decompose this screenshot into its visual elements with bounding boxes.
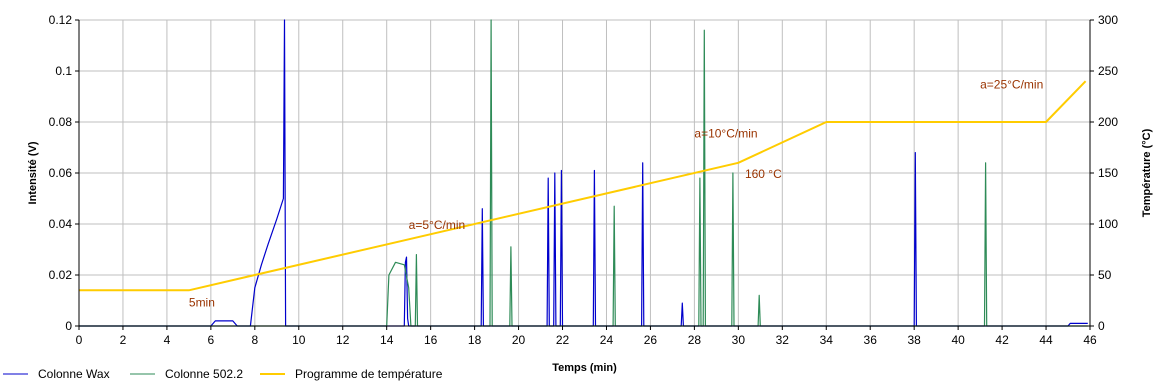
x-tick-label-19: 38: [907, 333, 921, 347]
x-tick-label-10: 20: [512, 333, 526, 347]
y-left-tick-label-5: 0.1: [55, 64, 72, 78]
legend-label-wax: Colonne Wax: [38, 367, 110, 381]
legend-label-temp: Programme de température: [295, 367, 443, 381]
y-left-tick-label-3: 0.06: [49, 166, 73, 180]
x-tick-label-15: 30: [732, 333, 746, 347]
x-tick-label-20: 40: [951, 333, 965, 347]
x-tick-label-5: 10: [292, 333, 306, 347]
series-programme-temperature: [79, 80, 1087, 292]
x-tick-label-13: 26: [644, 333, 658, 347]
y-left-axis-title: Intensité (V): [27, 141, 39, 204]
x-axis-title: Temps (min): [552, 362, 617, 374]
x-tick-label-2: 4: [164, 333, 171, 347]
annotation-3: a=10°C/min: [694, 126, 757, 140]
x-tick-label-8: 16: [424, 333, 438, 347]
x-tick-label-21: 42: [995, 333, 1009, 347]
x-tick-label-9: 18: [468, 333, 482, 347]
x-tick-label-14: 28: [688, 333, 702, 347]
y-right-tick-label-6: 300: [1098, 13, 1118, 27]
x-tick-label-16: 32: [776, 333, 790, 347]
x-tick-label-3: 6: [208, 333, 215, 347]
series-colonne-wax: [79, 19, 1088, 327]
y-left-tick-label-4: 0.08: [49, 115, 73, 129]
x-tick-label-7: 14: [380, 333, 394, 347]
y-right-tick-label-3: 150: [1098, 166, 1118, 180]
tick-labels: 0 2 4 6 8 10 12 14 16 18 20 22 24 26 28 30 32 34 36 38 40 42 4…: [49, 13, 1119, 347]
y-right-tick-label-0: 0: [1098, 319, 1105, 333]
y-right-tick-label-5: 250: [1098, 64, 1118, 78]
y-right-tick-label-1: 50: [1098, 268, 1112, 282]
x-tick-label-11: 22: [556, 333, 570, 347]
legend-label-502: Colonne 502.2: [165, 367, 243, 381]
annotations: 5min a=5°C/min 160 °C a=10°C/min a=25°C/min: [189, 77, 1043, 309]
x-tick-label-18: 36: [864, 333, 878, 347]
y-left-tick-label-1: 0.02: [49, 268, 73, 282]
y-left-tick-label-6: 0.12: [49, 13, 73, 27]
annotation-4: a=25°C/min: [980, 77, 1043, 91]
x-tick-label-23: 46: [1083, 333, 1097, 347]
x-tick-label-1: 2: [120, 333, 127, 347]
y-left-tick-label-0: 0: [65, 319, 72, 333]
series-layer: [79, 19, 1088, 327]
y-left-tick-label-2: 0.04: [49, 217, 73, 231]
x-tick-label-4: 8: [251, 333, 258, 347]
x-tick-label-12: 24: [600, 333, 614, 347]
series-colonne-502: [79, 19, 1088, 327]
y-right-tick-label-2: 100: [1098, 217, 1118, 231]
y-right-axis-title: Température (°C): [1141, 128, 1153, 217]
annotation-1: a=5°C/min: [409, 218, 466, 232]
legend: Colonne Wax Colonne 502.2 Programme de t…: [3, 367, 443, 381]
x-tick-label-22: 44: [1039, 333, 1053, 347]
x-tick-label-17: 34: [820, 333, 834, 347]
annotation-2: 160 °C: [745, 167, 782, 181]
x-tick-label-0: 0: [76, 333, 83, 347]
axes: [75, 19, 1094, 330]
annotation-0: 5min: [189, 296, 215, 310]
x-tick-label-6: 12: [336, 333, 350, 347]
y-right-tick-label-4: 200: [1098, 115, 1118, 129]
